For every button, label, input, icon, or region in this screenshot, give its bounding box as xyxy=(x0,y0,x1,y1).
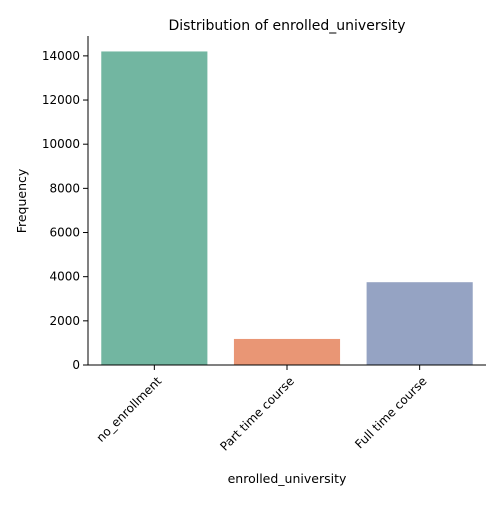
bar-0 xyxy=(101,51,208,366)
y-tick-label-1: 2000 xyxy=(49,314,80,328)
plot-area: 0 2000 4000 6000 8000 10000 12000 14000 no_enrol… xyxy=(42,36,486,454)
chart-title: Distribution of enrolled_university xyxy=(168,18,405,34)
y-tick-label-6: 12000 xyxy=(42,93,80,107)
y-tick-label-2: 4000 xyxy=(49,270,80,284)
y-axis-label: Frequency xyxy=(14,168,29,233)
y-tick-label-7: 14000 xyxy=(42,49,80,63)
x-tick-label-1: Part time course xyxy=(217,374,297,454)
bar-1 xyxy=(233,338,341,365)
y-tick-label-4: 8000 xyxy=(49,181,80,195)
x-axis-label: enrolled_university xyxy=(228,471,347,486)
y-tick-label-5: 10000 xyxy=(42,137,80,151)
y-tick-label-0: 0 xyxy=(72,358,80,372)
x-tick-label-2: Full time course xyxy=(352,374,429,451)
y-tick-label-3: 6000 xyxy=(49,226,80,240)
x-tick-label-0: no_enrollment xyxy=(94,374,165,445)
bar-2 xyxy=(366,282,473,365)
